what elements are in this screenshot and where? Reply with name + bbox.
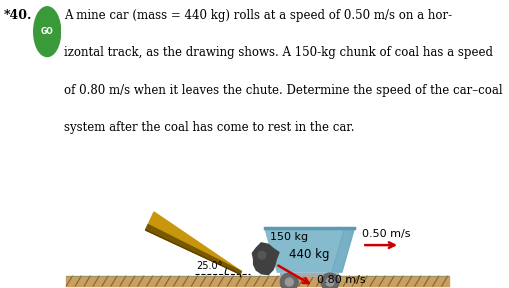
Text: A mine car (mass = 440 kg) rolls at a speed of 0.50 m/s on a hor-: A mine car (mass = 440 kg) rolls at a sp… bbox=[64, 9, 451, 22]
Text: 150 kg: 150 kg bbox=[269, 232, 307, 242]
Circle shape bbox=[34, 7, 61, 56]
Circle shape bbox=[285, 278, 293, 286]
Text: 25.0°: 25.0° bbox=[196, 261, 222, 271]
Circle shape bbox=[325, 278, 333, 286]
Text: izontal track, as the drawing shows. A 150-kg chunk of coal has a speed: izontal track, as the drawing shows. A 1… bbox=[64, 46, 492, 59]
Polygon shape bbox=[331, 228, 354, 272]
Circle shape bbox=[258, 251, 265, 259]
Text: *40.: *40. bbox=[4, 9, 33, 22]
Polygon shape bbox=[252, 243, 278, 274]
Polygon shape bbox=[145, 212, 241, 274]
Text: 0.80 m/s: 0.80 m/s bbox=[316, 275, 364, 285]
Text: of 0.80 m/s when it leaves the chute. Determine the speed of the car–coal: of 0.80 m/s when it leaves the chute. De… bbox=[64, 84, 501, 96]
Text: GO: GO bbox=[41, 27, 53, 36]
Bar bbox=[66, 276, 448, 286]
Polygon shape bbox=[264, 228, 354, 272]
Text: system after the coal has come to rest in the car.: system after the coal has come to rest i… bbox=[64, 121, 354, 134]
Text: 440 kg: 440 kg bbox=[289, 248, 329, 261]
Text: 0.50 m/s: 0.50 m/s bbox=[361, 229, 410, 239]
Circle shape bbox=[280, 273, 298, 288]
Circle shape bbox=[320, 273, 338, 288]
Polygon shape bbox=[145, 225, 241, 274]
